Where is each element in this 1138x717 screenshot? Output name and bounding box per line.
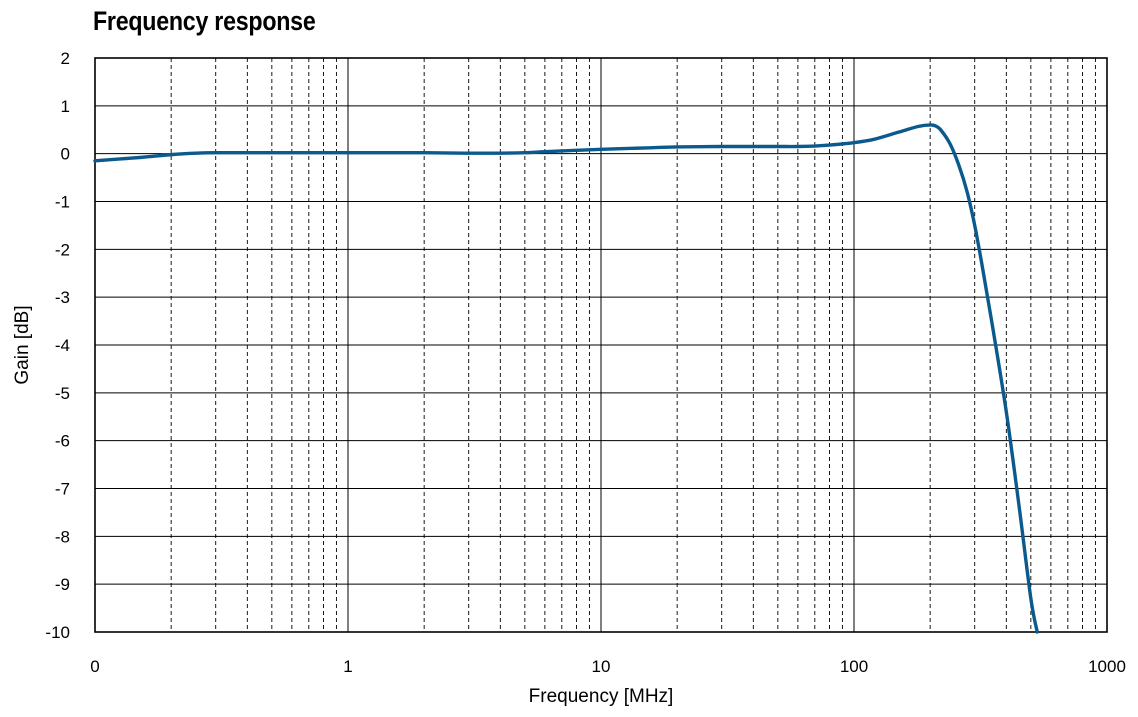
x-tick-label: 10: [592, 657, 611, 676]
y-tick-label: -8: [55, 527, 70, 546]
x-tick-label: 1000: [1088, 657, 1126, 676]
x-tick-label: 0: [90, 657, 99, 676]
y-tick-labels: 2 1 0 -1 -2 -3 -4 -5 -6 -7 -8 -9 -10: [45, 49, 70, 642]
y-tick-label: 1: [61, 97, 70, 116]
y-tick-label: -6: [55, 432, 70, 451]
page-title: Frequency response: [93, 6, 316, 36]
y-tick-label: -3: [55, 288, 70, 307]
y-tick-label: -10: [45, 623, 70, 642]
x-tick-labels: 0 1 10 100 1000: [90, 657, 1126, 676]
x-tick-label: 1: [343, 657, 352, 676]
y-tick-label: 0: [61, 145, 70, 164]
y-tick-label: -5: [55, 384, 70, 403]
gain-curve: [93, 123, 1039, 634]
y-tick-label: -1: [55, 193, 70, 212]
x-axis-title: Frequency [MHz]: [529, 686, 674, 707]
series-group: [93, 123, 1039, 634]
x-tick-label: 100: [840, 657, 868, 676]
y-tick-label: 2: [61, 49, 70, 68]
y-tick-label: -2: [55, 240, 70, 259]
y-tick-label: -4: [55, 336, 70, 355]
y-axis-title: Gain [dB]: [12, 305, 33, 384]
y-tick-label: -9: [55, 575, 70, 594]
major-grid: [95, 58, 1107, 632]
plot-frame: [94, 57, 1108, 633]
y-tick-label: -7: [55, 480, 70, 499]
